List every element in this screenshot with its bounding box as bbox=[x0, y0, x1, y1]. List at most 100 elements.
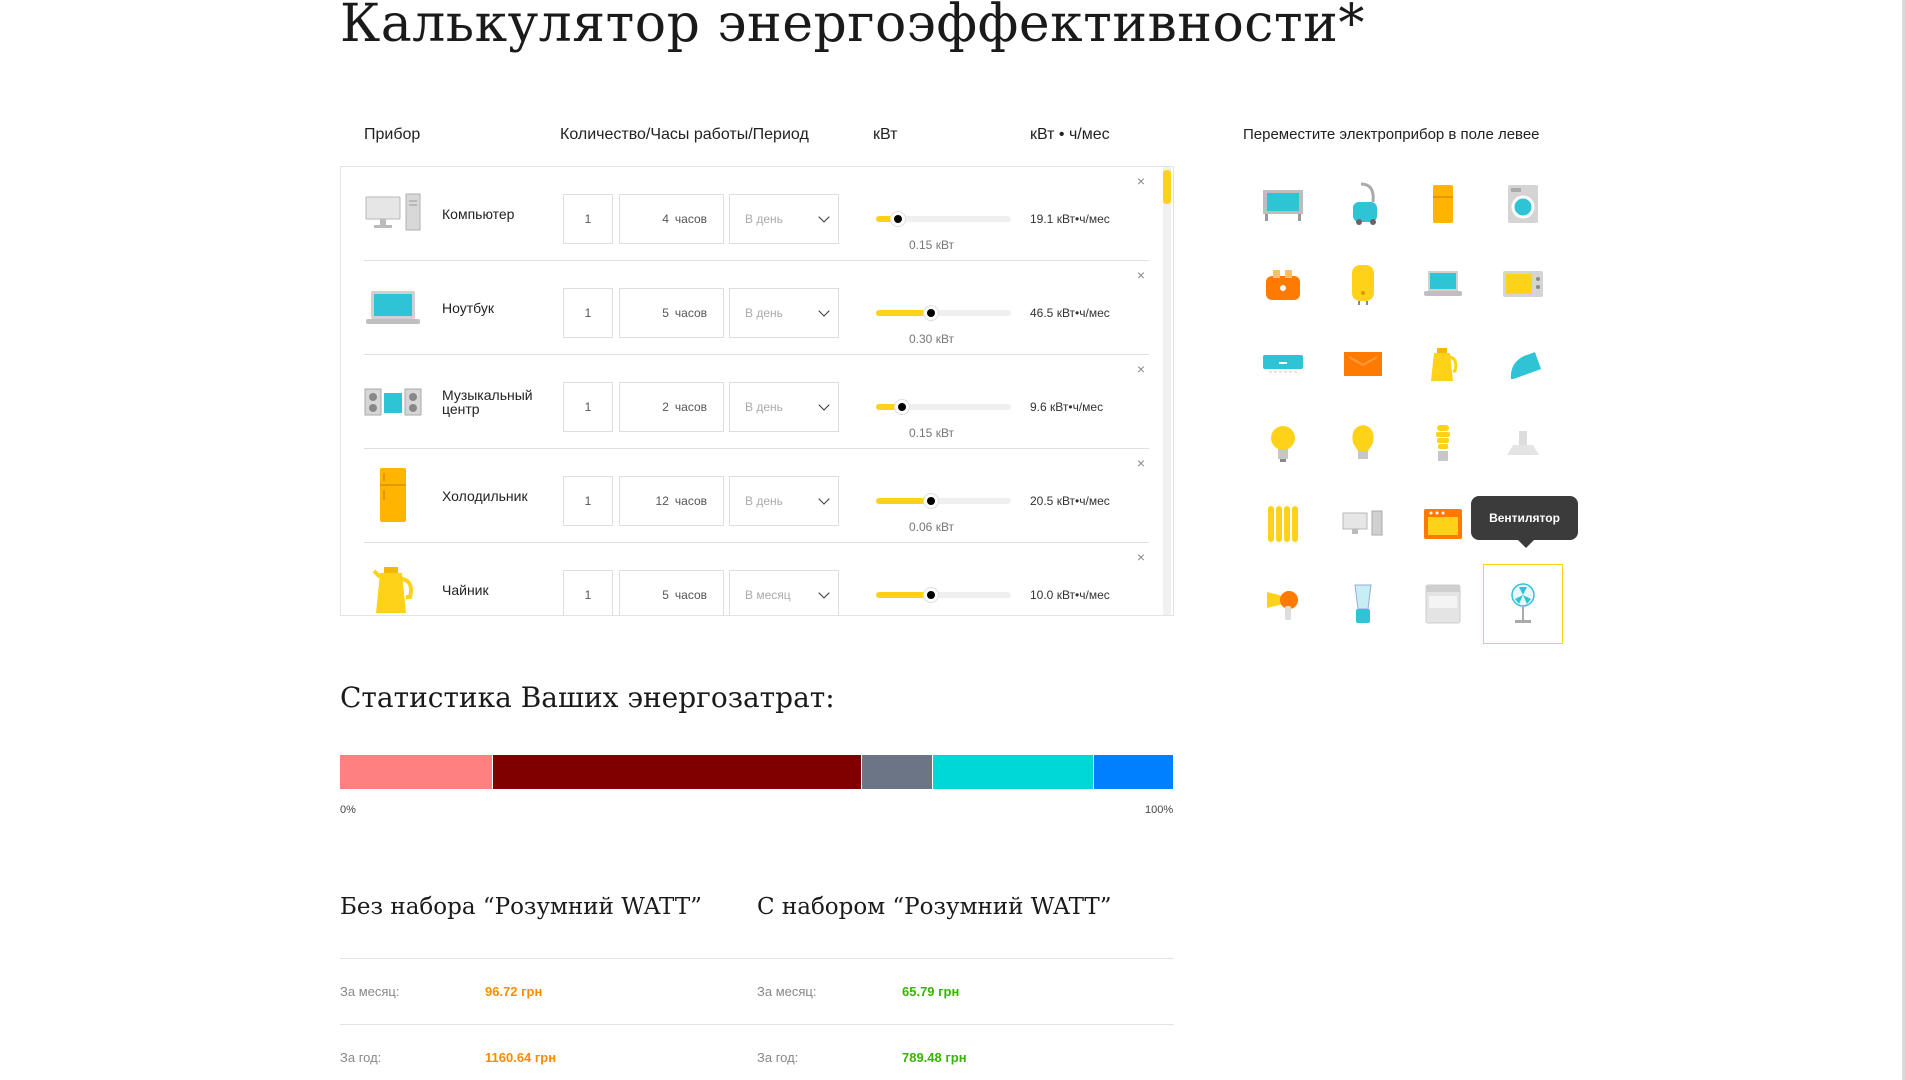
divider bbox=[340, 1024, 1174, 1025]
energy-saving-bulb-icon bbox=[1436, 425, 1450, 461]
remove-row-icon[interactable]: × bbox=[1136, 455, 1145, 471]
palette-item-blender[interactable] bbox=[1323, 564, 1403, 644]
monthly-usage: 9.6 кВт•ч/мес bbox=[1030, 400, 1104, 414]
hair-dryer-icon bbox=[1267, 591, 1298, 620]
hours-input[interactable]: 5 часов bbox=[619, 570, 724, 615]
palette-item-computer[interactable] bbox=[1323, 484, 1403, 564]
fridge-icon bbox=[1433, 185, 1453, 223]
period-value: В день bbox=[745, 306, 783, 320]
palette-item-air-conditioner[interactable] bbox=[1243, 324, 1323, 404]
remove-row-icon[interactable]: × bbox=[1136, 267, 1145, 283]
divider bbox=[340, 958, 1174, 959]
oven-icon bbox=[1424, 509, 1462, 539]
slider-thumb[interactable] bbox=[895, 400, 909, 414]
hours-input[interactable]: 4 часов bbox=[619, 194, 724, 244]
quantity-input[interactable]: 1 bbox=[563, 194, 613, 244]
palette-item-radiator[interactable] bbox=[1243, 484, 1323, 564]
palette-item-lamp[interactable] bbox=[1243, 404, 1323, 484]
slider-fill bbox=[876, 592, 931, 598]
vacuum-icon bbox=[1353, 182, 1377, 225]
period-select[interactable]: В день bbox=[729, 382, 839, 432]
header-kwh: кВт • ч/мес bbox=[1030, 126, 1110, 143]
scrollbar-thumb[interactable] bbox=[1163, 170, 1171, 204]
chevron-down-icon bbox=[818, 305, 830, 317]
palette-item-microwave[interactable] bbox=[1483, 244, 1563, 324]
device-row: × Компьютер 1 4 часов В день 0.15 кВт 19.… bbox=[364, 167, 1149, 261]
power-value: 0.06 кВт bbox=[909, 520, 955, 534]
power-value: 0.15 кВт bbox=[909, 238, 955, 252]
device-row: × Чайник 1 5 часов В месяц 10.0 кВт•ч/мес bbox=[364, 543, 1149, 615]
period-select[interactable]: В день bbox=[729, 288, 839, 338]
power-value: 0.30 кВт bbox=[909, 332, 955, 346]
period-select[interactable]: В месяц bbox=[729, 570, 839, 615]
header-kw: кВт bbox=[873, 126, 898, 143]
slider-thumb[interactable] bbox=[891, 212, 905, 226]
quantity-input[interactable]: 1 bbox=[563, 570, 613, 615]
palette-item-fridge[interactable] bbox=[1403, 164, 1483, 244]
lamp-icon bbox=[1271, 426, 1295, 462]
device-name: Холодильник bbox=[442, 488, 528, 504]
power-slider[interactable] bbox=[876, 494, 1011, 508]
summary-with-title: С набором “Розумний WATT” bbox=[757, 894, 1112, 920]
device-row: × Музыкальный центр 1 2 часов В день 0.15… bbox=[364, 355, 1149, 449]
monthly-usage: 19.1 кВт•ч/мес bbox=[1030, 212, 1110, 226]
without-year-label: За год: bbox=[340, 1050, 382, 1065]
palette-item-heater-panel[interactable] bbox=[1323, 324, 1403, 404]
palette-item-boiler[interactable] bbox=[1323, 244, 1403, 324]
palette-item-iron[interactable] bbox=[1483, 324, 1563, 404]
washing-machine-icon bbox=[1508, 185, 1538, 223]
hours-input[interactable]: 5 часов bbox=[619, 288, 724, 338]
stats-segment bbox=[932, 755, 1094, 789]
slider-thumb[interactable] bbox=[924, 494, 938, 508]
palette-item-tv[interactable] bbox=[1243, 164, 1323, 244]
remove-row-icon[interactable]: × bbox=[1136, 173, 1145, 189]
slider-thumb[interactable] bbox=[924, 588, 938, 602]
palette-item-vacuum[interactable] bbox=[1323, 164, 1403, 244]
remove-row-icon[interactable]: × bbox=[1136, 361, 1145, 377]
palette-item-hair-dryer[interactable] bbox=[1243, 564, 1323, 644]
power-value: 0.15 кВт bbox=[909, 426, 955, 440]
period-select[interactable]: В день bbox=[729, 476, 839, 526]
palette-item-energy-saving-bulb[interactable] bbox=[1403, 404, 1483, 484]
device-name: Ноутбук bbox=[442, 300, 494, 316]
window-scrollbar[interactable] bbox=[1902, 0, 1905, 1080]
hours-input[interactable]: 2 часов bbox=[619, 382, 724, 432]
palette-item-toaster[interactable] bbox=[1243, 244, 1323, 324]
quantity-input[interactable]: 1 bbox=[563, 288, 613, 338]
power-slider[interactable] bbox=[876, 306, 1011, 320]
palette-item-dishwasher[interactable] bbox=[1403, 564, 1483, 644]
power-slider[interactable] bbox=[876, 212, 1011, 226]
toaster-icon bbox=[1266, 270, 1300, 300]
period-value: В день bbox=[745, 400, 783, 414]
hours-input[interactable]: 12 часов bbox=[619, 476, 724, 526]
palette-item-fan[interactable] bbox=[1483, 564, 1563, 644]
palette-item-oven[interactable] bbox=[1403, 484, 1483, 564]
stats-segment bbox=[493, 755, 863, 789]
period-select[interactable]: В день bbox=[729, 194, 839, 244]
header-device: Прибор bbox=[364, 126, 421, 143]
quantity-input[interactable]: 1 bbox=[563, 476, 613, 526]
palette-item-washing-machine[interactable] bbox=[1483, 164, 1563, 244]
blender-icon bbox=[1354, 584, 1372, 623]
palette-item-laptop[interactable] bbox=[1403, 244, 1483, 324]
with-month-value: 65.79 грн bbox=[902, 984, 960, 999]
scrollbar-track[interactable] bbox=[1163, 167, 1171, 615]
power-slider[interactable] bbox=[876, 400, 1011, 414]
heater-panel-icon bbox=[1344, 352, 1382, 376]
fridge-icon bbox=[364, 467, 422, 523]
hours-value: 5 bbox=[662, 588, 669, 602]
hours-unit: часов bbox=[674, 306, 707, 320]
stats-segment bbox=[340, 755, 494, 789]
palette-item-kettle[interactable] bbox=[1403, 324, 1483, 404]
device-list-panel[interactable]: × Компьютер 1 4 часов В день 0.15 кВт 19.… bbox=[340, 166, 1174, 616]
radiator-icon bbox=[1268, 506, 1298, 542]
device-name: Компьютер bbox=[442, 206, 515, 222]
palette-item-range-hood[interactable] bbox=[1483, 404, 1563, 484]
quantity-input[interactable]: 1 bbox=[563, 382, 613, 432]
slider-thumb[interactable] bbox=[924, 306, 938, 320]
remove-row-icon[interactable]: × bbox=[1136, 549, 1145, 565]
tooltip: Вентилятор bbox=[1471, 496, 1578, 548]
device-name: Музыкальный центр bbox=[442, 387, 533, 417]
palette-item-bulb[interactable] bbox=[1323, 404, 1403, 484]
power-slider[interactable] bbox=[876, 588, 1011, 602]
